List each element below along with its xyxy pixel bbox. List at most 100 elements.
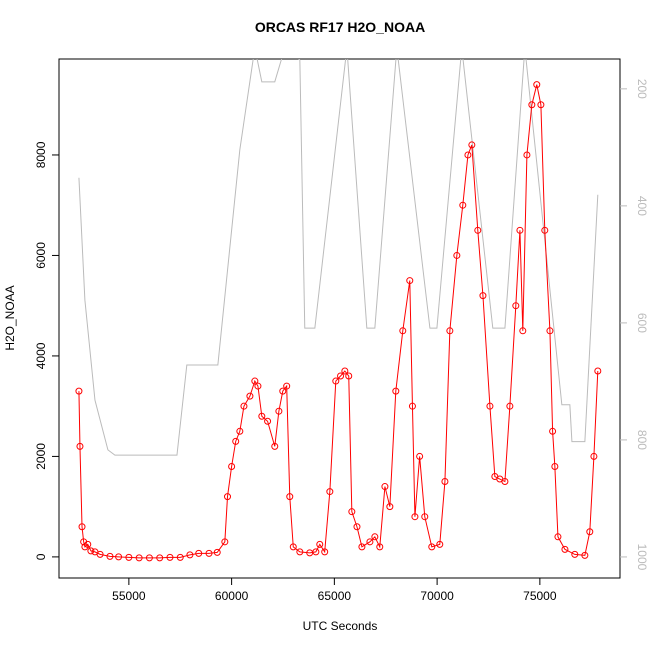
point bbox=[186, 551, 194, 559]
point bbox=[145, 554, 153, 562]
point bbox=[512, 302, 520, 310]
point bbox=[332, 377, 340, 385]
point bbox=[408, 402, 416, 410]
series-line bbox=[78, 84, 599, 559]
point bbox=[446, 327, 454, 335]
point bbox=[258, 412, 266, 420]
point bbox=[254, 382, 262, 390]
point bbox=[228, 462, 236, 470]
y-tick-label: 2000 bbox=[34, 443, 48, 470]
point bbox=[289, 543, 297, 551]
point bbox=[501, 478, 509, 486]
point bbox=[581, 551, 589, 559]
point bbox=[275, 407, 283, 415]
point bbox=[546, 327, 554, 335]
point bbox=[96, 550, 104, 558]
point bbox=[594, 367, 602, 375]
point bbox=[459, 201, 467, 209]
point bbox=[541, 226, 549, 234]
point bbox=[523, 151, 531, 159]
point bbox=[251, 377, 259, 385]
point bbox=[358, 543, 366, 551]
point bbox=[279, 387, 287, 395]
point bbox=[236, 427, 244, 435]
point bbox=[506, 402, 514, 410]
point bbox=[283, 382, 291, 390]
point bbox=[84, 540, 92, 548]
x-tick-label: 65000 bbox=[318, 589, 352, 603]
point bbox=[554, 533, 562, 541]
point bbox=[436, 540, 444, 548]
point bbox=[316, 540, 324, 548]
x-tick-label: 70000 bbox=[420, 589, 454, 603]
point bbox=[519, 327, 527, 335]
point bbox=[421, 513, 429, 521]
point bbox=[479, 292, 487, 300]
series-line bbox=[78, 59, 599, 456]
x-tick-label: 60000 bbox=[215, 589, 249, 603]
point bbox=[486, 402, 494, 410]
point bbox=[321, 548, 329, 556]
y2-tick-label: 600 bbox=[635, 313, 649, 333]
point bbox=[78, 523, 86, 531]
point bbox=[406, 277, 414, 285]
y-tick-label: 4000 bbox=[34, 342, 48, 369]
plot-frame bbox=[58, 58, 621, 579]
point bbox=[246, 392, 254, 400]
point bbox=[516, 226, 524, 234]
point bbox=[533, 81, 541, 89]
point bbox=[166, 553, 174, 561]
y-tick-label: 0 bbox=[34, 553, 48, 560]
point bbox=[271, 442, 279, 450]
point bbox=[106, 552, 114, 560]
point bbox=[195, 549, 203, 557]
point bbox=[371, 533, 379, 541]
point bbox=[537, 101, 545, 109]
point bbox=[125, 553, 133, 561]
point bbox=[392, 387, 400, 395]
point bbox=[224, 493, 232, 501]
point bbox=[590, 452, 598, 460]
chart-title: ORCAS RF17 H2O_NOAA bbox=[255, 19, 425, 35]
point bbox=[464, 151, 472, 159]
point bbox=[561, 545, 569, 553]
point bbox=[441, 478, 449, 486]
point bbox=[474, 226, 482, 234]
plot-area bbox=[75, 59, 602, 562]
x-tick-label: 75000 bbox=[523, 589, 557, 603]
point bbox=[87, 547, 95, 555]
y-axis-label: H2O_NOAA bbox=[3, 285, 17, 350]
point bbox=[348, 508, 356, 516]
point bbox=[376, 543, 384, 551]
point bbox=[366, 538, 374, 546]
point bbox=[381, 483, 389, 491]
point bbox=[75, 387, 83, 395]
point bbox=[399, 327, 407, 335]
point bbox=[341, 367, 349, 375]
point bbox=[586, 528, 594, 536]
y2-tick-label: 400 bbox=[635, 196, 649, 216]
point bbox=[264, 417, 272, 425]
point bbox=[571, 550, 579, 558]
point bbox=[468, 141, 476, 149]
point bbox=[213, 548, 221, 556]
point bbox=[428, 543, 436, 551]
point bbox=[240, 402, 248, 410]
point bbox=[115, 553, 123, 561]
point bbox=[156, 554, 164, 562]
point bbox=[296, 548, 304, 556]
y2-tick-label: 200 bbox=[635, 79, 649, 99]
point bbox=[221, 538, 229, 546]
point bbox=[135, 554, 143, 562]
point bbox=[312, 548, 320, 556]
point bbox=[232, 437, 240, 445]
y-tick-label: 6000 bbox=[34, 242, 48, 269]
point bbox=[76, 442, 84, 450]
point bbox=[416, 452, 424, 460]
point bbox=[286, 493, 294, 501]
point bbox=[353, 523, 361, 531]
point bbox=[549, 427, 557, 435]
point bbox=[386, 503, 394, 511]
point bbox=[528, 101, 536, 109]
